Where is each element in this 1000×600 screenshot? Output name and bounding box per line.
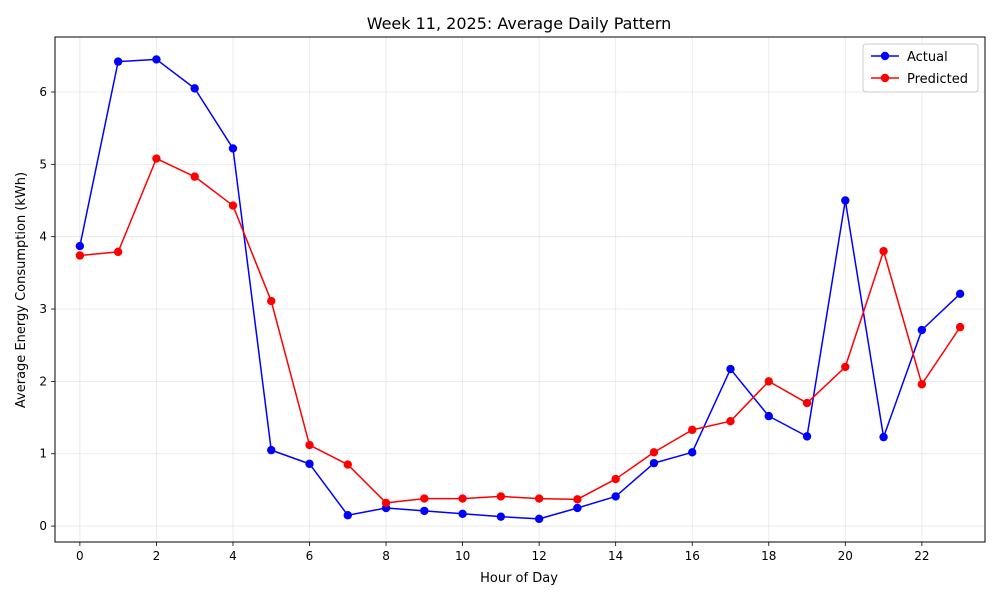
data-point-actual (420, 506, 429, 516)
x-tick-label: 6 (306, 549, 314, 563)
data-point-predicted (228, 201, 238, 210)
x-tick-label: 2 (153, 549, 161, 563)
data-point-actual (879, 432, 888, 442)
y-tick-label: 1 (39, 447, 47, 461)
data-point-predicted (955, 322, 965, 332)
data-point-predicted (726, 416, 735, 426)
x-tick-label: 10 (455, 549, 470, 563)
legend-marker-predicted (880, 73, 890, 83)
data-point-predicted (458, 494, 467, 503)
legend-marker-actual (880, 51, 890, 61)
x-tick-label: 14 (608, 549, 623, 563)
data-point-predicted (879, 246, 888, 256)
y-tick-label: 0 (39, 519, 47, 533)
y-tick-label: 2 (39, 374, 47, 388)
data-point-actual (458, 509, 467, 518)
x-tick-label: 18 (761, 549, 776, 563)
data-point-actual (649, 458, 659, 468)
legend-item-predicted: Predicted (871, 72, 968, 87)
series-predicted (75, 154, 965, 508)
data-point-predicted (152, 154, 161, 163)
chart-title: Week 11, 2025: Average Daily Pattern (367, 14, 672, 33)
x-axis-label: Hour of Day (480, 571, 558, 586)
data-point-actual (228, 144, 238, 153)
x-tick-label: 16 (685, 549, 700, 563)
data-point-predicted (75, 251, 85, 260)
data-point-actual (917, 325, 927, 335)
data-point-actual (841, 196, 850, 205)
legend: Actual Predicted (862, 43, 979, 93)
y-tick-label: 5 (39, 157, 47, 171)
data-point-predicted (917, 380, 927, 389)
x-axis: 0 2 4 6 8 10 12 14 16 18 20 22 (76, 542, 929, 563)
data-point-predicted (688, 425, 697, 435)
data-point-actual (611, 492, 620, 501)
x-tick-label: 4 (229, 549, 237, 563)
x-tick-label: 22 (914, 549, 929, 563)
data-point-actual (267, 445, 276, 455)
data-point-actual (496, 512, 506, 521)
series-line-predicted (79, 157, 961, 504)
data-point-predicted (420, 494, 429, 503)
legend-label-predicted: Predicted (907, 72, 968, 87)
data-point-actual (343, 511, 352, 520)
data-point-predicted (305, 440, 314, 450)
grid-lines (55, 37, 985, 542)
data-point-predicted (190, 172, 199, 181)
data-point-actual (573, 503, 582, 513)
data-point-predicted (343, 460, 352, 469)
data-point-predicted (764, 377, 773, 386)
y-tick-label: 4 (39, 230, 47, 244)
data-point-predicted (841, 362, 850, 372)
legend-item-actual: Actual (871, 50, 948, 65)
x-tick-label: 0 (76, 549, 84, 563)
y-tick-label: 6 (39, 85, 47, 99)
data-point-actual (726, 364, 735, 374)
data-point-actual (305, 459, 314, 469)
data-point-predicted (267, 296, 276, 306)
y-tick-label: 3 (39, 302, 47, 316)
plot-area-frame (54, 36, 986, 543)
data-point-actual (534, 514, 544, 524)
x-tick-label: 12 (531, 549, 546, 563)
data-point-actual (75, 241, 85, 251)
data-point-predicted (802, 398, 812, 408)
data-point-actual (113, 57, 123, 66)
data-point-predicted (113, 247, 123, 257)
data-point-actual (688, 448, 697, 457)
x-tick-label: 8 (382, 549, 390, 563)
data-point-actual (152, 55, 161, 64)
data-point-actual (764, 411, 773, 421)
legend-label-actual: Actual (907, 50, 948, 65)
data-point-predicted (496, 492, 506, 501)
data-point-predicted (611, 474, 620, 484)
data-point-predicted (649, 448, 659, 457)
y-axis-label: Average Energy Consumption (kWh) (14, 172, 29, 408)
x-tick-label: 20 (838, 549, 853, 563)
data-point-actual (802, 432, 812, 441)
y-axis: 0 1 2 3 4 5 6 (39, 85, 55, 533)
data-point-actual (190, 84, 199, 93)
data-point-predicted (573, 495, 582, 504)
series-layer (75, 55, 965, 524)
data-point-actual (955, 289, 965, 299)
data-point-predicted (534, 494, 544, 503)
data-point-predicted (381, 498, 391, 508)
